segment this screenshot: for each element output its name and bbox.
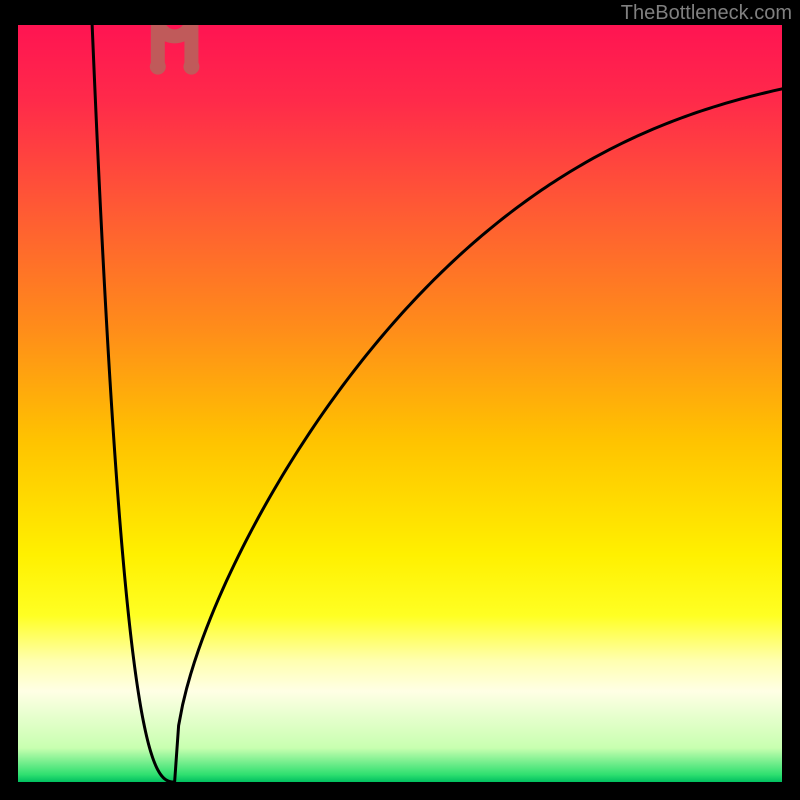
dip-marker-cap-left	[150, 59, 166, 75]
gradient-background	[18, 25, 782, 782]
chart-root: TheBottleneck.com	[0, 0, 800, 800]
plot-svg	[0, 0, 800, 800]
dip-marker-cap-right	[183, 59, 199, 75]
watermark-text: TheBottleneck.com	[621, 2, 792, 25]
